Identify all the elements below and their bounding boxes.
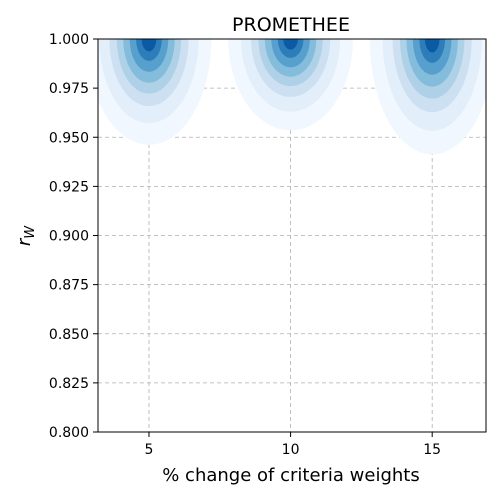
contour-level (283, 39, 298, 50)
contour-level (141, 39, 157, 52)
y-tick-label: 0.800 (49, 425, 89, 441)
contour-level (424, 39, 440, 53)
density-group-5 (98, 39, 212, 145)
plot-frame (97, 38, 487, 433)
y-axis-ticks: 0.800 0.825 0.850 0.875 0.900 0.925 0.950 0.975… (49, 32, 98, 441)
y-tick-label: 0.925 (49, 179, 89, 195)
x-axis-ticks: 5 10 15 (145, 432, 441, 458)
y-tick-label: 0.850 (49, 327, 89, 343)
y-tick-label: 1.000 (49, 32, 89, 48)
density-group-15 (369, 39, 486, 155)
y-axis-label-base: r (14, 237, 35, 246)
x-axis-label: % change of criteria weights (162, 465, 420, 486)
x-tick-label: 5 (145, 442, 154, 458)
density-group-10 (228, 39, 353, 131)
y-axis-label-subscript: W (23, 225, 38, 239)
y-tick-label: 0.825 (49, 376, 89, 392)
y-tick-label: 0.975 (49, 81, 89, 97)
density-contours (98, 39, 486, 155)
y-tick-label: 0.900 (49, 229, 89, 245)
y-tick-label: 0.875 (49, 278, 89, 294)
x-tick-label: 10 (282, 442, 300, 458)
x-tick-label: 15 (423, 442, 441, 458)
y-axis-label: rW (14, 225, 38, 246)
chart-title: PROMETHEE (232, 14, 350, 36)
y-tick-label: 0.950 (49, 130, 89, 146)
